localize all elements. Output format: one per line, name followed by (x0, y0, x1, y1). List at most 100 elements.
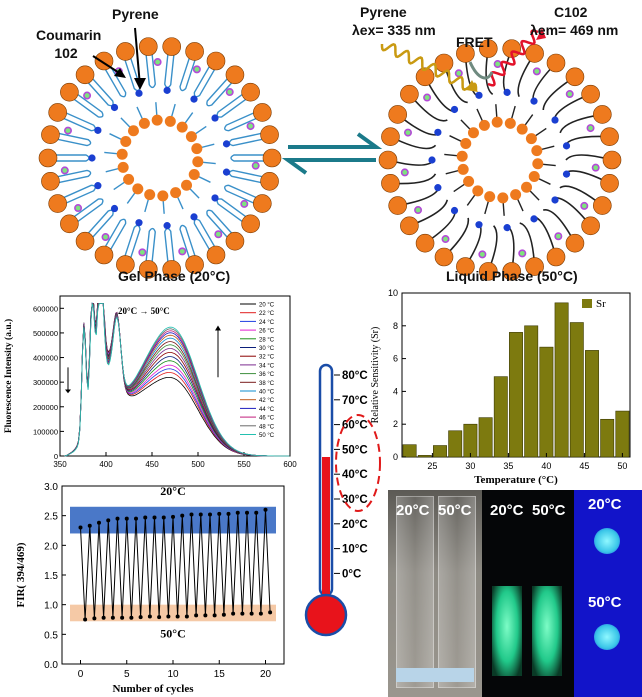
temperature-annotation: 20°C → 50°C (118, 306, 170, 316)
pyrene-label-left: Pyrene (112, 6, 159, 22)
fir-point (198, 512, 203, 517)
sensitivity-bar (539, 346, 554, 458)
y-tick-label: 400000 (33, 354, 58, 363)
coumarin-dot (400, 168, 409, 177)
photo-uv-vials: 20°C 50°C (482, 490, 574, 697)
thermometer-fill (322, 457, 330, 601)
lipid-head (581, 84, 600, 104)
pyrene-dot (222, 140, 231, 148)
pyrene-dot (475, 221, 483, 229)
vial-photos: 20°C 50°C 20°C 50°C 20°C 50°C (388, 490, 642, 697)
coumarin-dot (63, 126, 72, 135)
lipid-head (60, 82, 79, 102)
fir-point (152, 515, 157, 520)
inner-head (531, 145, 543, 157)
lipid-head (206, 51, 226, 71)
thermo-tick-label: 40°C (342, 469, 368, 481)
y-tick-label: 0 (54, 452, 58, 461)
lipid-head (260, 171, 279, 191)
legend-entry: 24 °C (259, 320, 275, 326)
y-tick-label: 600000 (33, 304, 58, 313)
lipid-tail (206, 72, 238, 107)
x-tick-label: 550 (237, 460, 251, 469)
lipid-tail (224, 109, 264, 132)
pyrene-dot (135, 219, 143, 227)
inner-head (516, 123, 528, 135)
coumarin-dot (74, 204, 83, 213)
y-tick-label: 500000 (33, 329, 58, 338)
lipid-tail (144, 46, 156, 89)
y-tick-label: 3.0 (44, 482, 58, 493)
gel-phase-label: Gel Phase (20°C) (118, 268, 231, 284)
coumarin-dot (532, 67, 541, 76)
pyrene-dot (450, 105, 459, 114)
fir-point (92, 616, 97, 621)
lipid-head (138, 260, 158, 279)
inner-head (467, 127, 479, 139)
lambda-ex-label: λex= 335 nm (352, 22, 436, 38)
x-tick-label: 10 (167, 669, 179, 680)
sensitivity-bar (448, 430, 463, 458)
photo1-label-20: 20°C (396, 502, 430, 519)
pyrene-dot (110, 103, 119, 112)
lipid-head (60, 214, 79, 234)
x-tick-label: 0 (78, 669, 84, 680)
fir-point (268, 610, 273, 615)
legend-entry: 20 °C (259, 303, 275, 309)
inner-head (188, 168, 200, 180)
lipid-head (185, 255, 204, 274)
legend-entry: Sr (596, 298, 606, 310)
inner-head (191, 143, 203, 155)
fir-point (110, 615, 115, 620)
emission-wave (487, 29, 539, 87)
pyrene-dot (551, 196, 559, 204)
lipid-head (478, 262, 498, 281)
inner-head (120, 136, 132, 148)
inner-head (192, 156, 204, 168)
coumarin-dot (178, 247, 187, 256)
legend-entry: 50 °C (259, 433, 275, 439)
lipid-head (565, 67, 585, 87)
lipid-head (456, 44, 475, 63)
sensitivity-bar (600, 418, 615, 458)
fir-point (203, 613, 208, 618)
lipid-head (593, 196, 612, 215)
fir-point (101, 615, 106, 620)
y-tick-label: 200000 (33, 403, 58, 412)
coumarin-dot (214, 230, 223, 239)
lipid-head (525, 257, 544, 276)
inner-head (456, 150, 468, 162)
x-tick-label: 25 (427, 461, 437, 471)
coumarin-dot (580, 201, 589, 210)
lipid-tail (179, 50, 199, 92)
fir-point (171, 514, 175, 519)
lipid-head (162, 37, 182, 56)
inner-head (472, 185, 484, 197)
sensitivity-bar (493, 376, 508, 458)
inner-head (521, 181, 533, 193)
fir-point (157, 615, 162, 620)
pyrene-dot (434, 128, 442, 136)
fir-point (254, 510, 259, 515)
fir-point (87, 523, 92, 528)
liquid-phase-label: Liquid Phase (50°C) (446, 268, 578, 284)
pyrene-dot (211, 114, 219, 122)
low-band-label: 50°C (160, 626, 185, 640)
lipid-head (525, 44, 544, 63)
lipid-head (581, 216, 600, 236)
lipid-head (185, 42, 204, 61)
lipid-head (41, 171, 60, 191)
inner-head (457, 163, 469, 175)
legend-entry: 34 °C (259, 363, 275, 369)
inner-head (491, 116, 503, 128)
lipid-head (138, 37, 158, 56)
coumarin-dot (251, 161, 260, 170)
lipid-tail (100, 218, 127, 257)
lipid-head (75, 65, 95, 85)
legend-entry: 30 °C (259, 346, 275, 352)
y-tick-label: 0.0 (44, 660, 58, 671)
thermo-tick-label: 70°C (342, 395, 368, 407)
fir-point (208, 512, 212, 517)
coumarin-dot (454, 69, 463, 78)
lipid-head (241, 214, 260, 234)
